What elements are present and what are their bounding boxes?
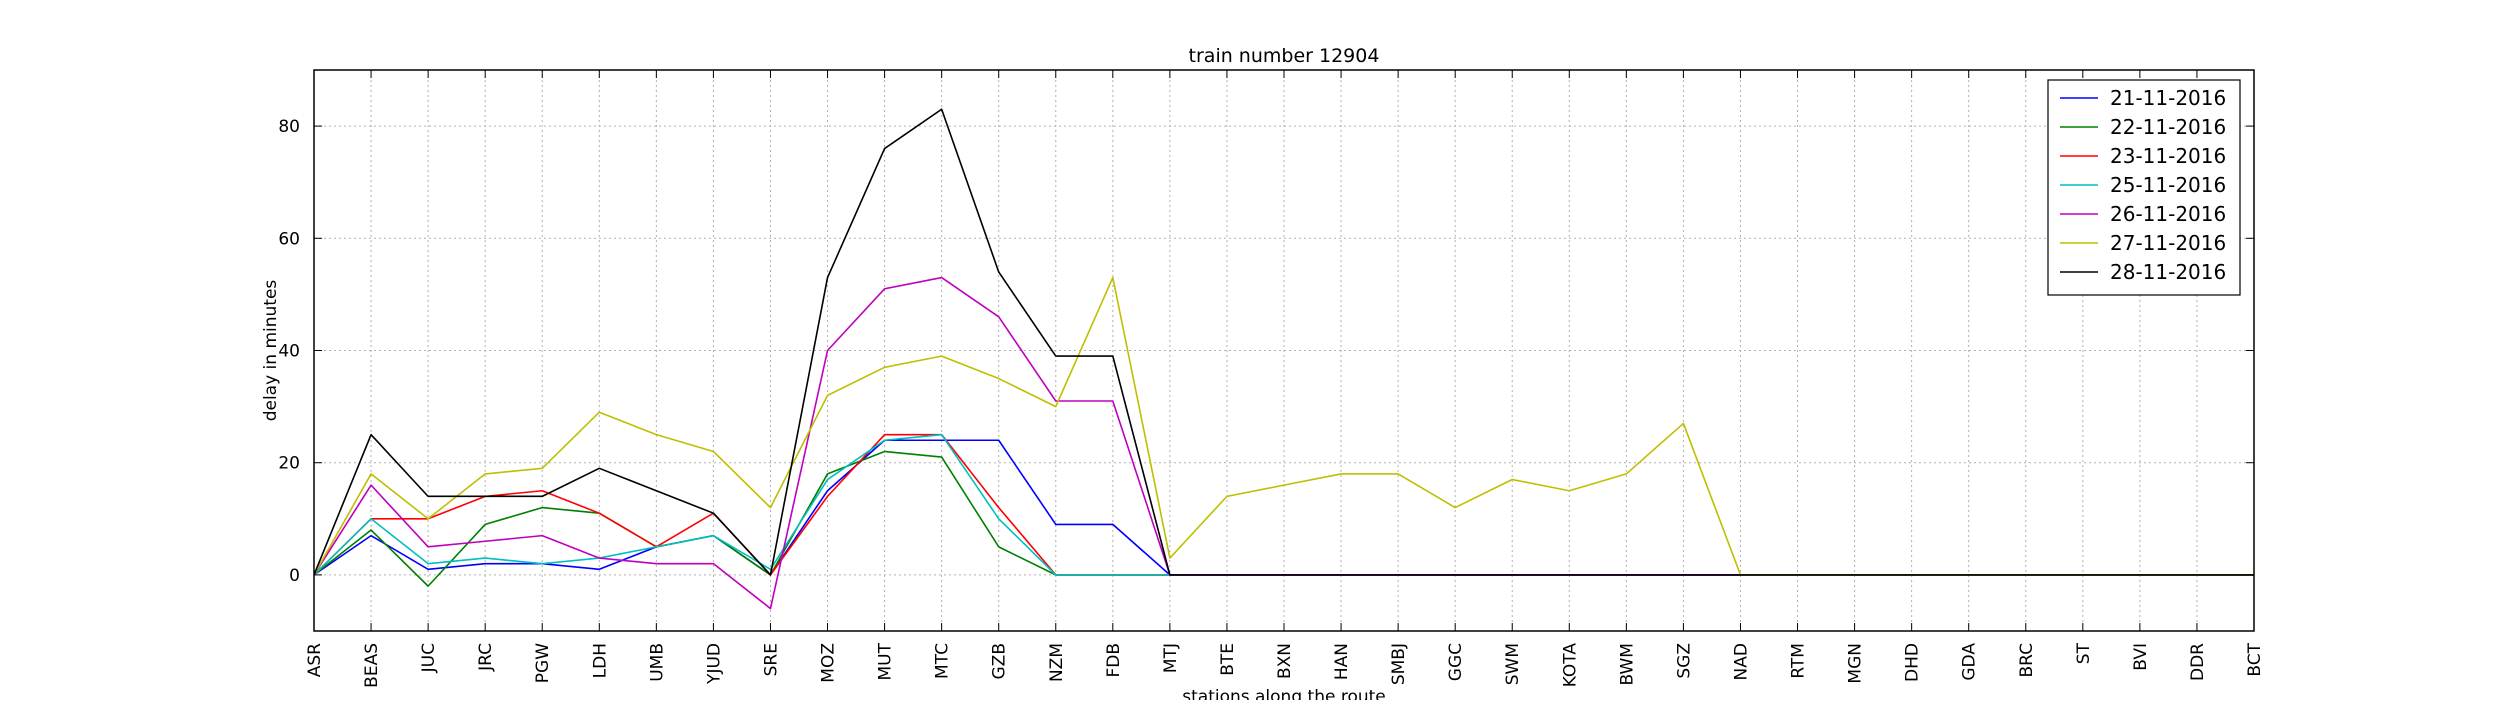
y-axis-label: delay in minutes: [261, 280, 281, 422]
x-tick-label-han: HAN: [1332, 643, 1352, 680]
x-tick-label-st: ST: [2074, 642, 2094, 664]
x-tick-label-mtj: MTJ: [1161, 643, 1181, 673]
grid-layer: [313, 70, 2255, 631]
series-layer: [313, 108, 2254, 610]
x-tick-label-dhd: DHD: [1903, 643, 1923, 682]
y-tick-labels: 0 20 40 60 80: [278, 117, 2254, 586]
x-tick-label-mgn: MGN: [1846, 643, 1866, 684]
x-axis-label: stations along the route: [1182, 687, 1386, 700]
x-tick-label-ldh: LDH: [590, 643, 610, 678]
legend-label: 25-11-2016: [2110, 173, 2226, 197]
x-tick-label-gzb: GZB: [990, 643, 1010, 679]
legend: 21-11-2016 22-11-2016 23-11-2016 25-11-2016…: [2047, 79, 2241, 296]
legend-label: 27-11-2016: [2110, 231, 2226, 255]
x-tick-label-bct: BCT: [2245, 642, 2265, 676]
x-tick-label-mtc: MTC: [933, 643, 953, 679]
x-tick-label-pgw: PGW: [533, 643, 553, 683]
legend-label: 28-11-2016: [2110, 260, 2226, 284]
x-tick-label-kota: KOTA: [1560, 643, 1580, 688]
x-tick-label-yjud: YJUD: [704, 643, 724, 685]
x-tick-label-umb: UMB: [647, 643, 667, 682]
x-tick-label-bte: BTE: [1218, 643, 1238, 676]
x-tick-label-gda: GDA: [1960, 643, 1980, 681]
x-tick-label-asr: ASR: [305, 643, 325, 677]
legend-label: 22-11-2016: [2110, 115, 2226, 139]
x-tick-label-rtm: RTM: [1789, 643, 1809, 679]
x-tick-label-sre: SRE: [761, 643, 781, 676]
legend-box: [2047, 79, 2241, 296]
series-line-28-11-2016: [313, 108, 2254, 576]
x-tick-label-moz: MOZ: [819, 643, 839, 683]
x-tick-label-ddr: DDR: [2188, 643, 2208, 681]
x-tick-label-bvi: BVI: [2131, 643, 2151, 671]
legend-label: 21-11-2016: [2110, 86, 2226, 110]
x-tick-label-swm: SWM: [1503, 643, 1523, 685]
y-tick-label: 0: [289, 566, 300, 586]
chart-title: train number 12904: [1189, 45, 1380, 67]
y-tick-label: 80: [278, 117, 300, 137]
legend-label: 26-11-2016: [2110, 202, 2226, 226]
y-tick-label: 40: [278, 342, 300, 362]
y-tick-label: 60: [278, 229, 300, 249]
x-tick-label-smbj: SMBJ: [1389, 643, 1409, 685]
y-tick-label: 20: [278, 454, 300, 474]
x-tick-label-mut: MUT: [876, 642, 896, 680]
x-tick-label-sgz: SGZ: [1674, 643, 1694, 679]
series-line-26-11-2016: [313, 276, 2254, 610]
x-tick-label-fdb: FDB: [1104, 643, 1124, 678]
x-tick-label-brc: BRC: [2017, 643, 2037, 678]
x-tick-label-ggc: GGC: [1446, 643, 1466, 681]
x-tick-label-jrc: JRC: [476, 643, 496, 672]
x-tick-label-beas: BEAS: [362, 643, 382, 688]
x-tick-label-nzm: NZM: [1047, 643, 1067, 682]
x-tick-labels: ASR BEAS JUC JRC PGW LDH UMB YJUD SRE MOZ MUT MTC GZ…: [305, 70, 2265, 688]
x-tick-label-nad: NAD: [1731, 643, 1751, 680]
x-tick-label-bxn: BXN: [1275, 643, 1295, 679]
x-tick-label-bwm: BWM: [1617, 643, 1637, 686]
x-tick-label-juc: JUC: [419, 643, 439, 673]
legend-label: 23-11-2016: [2110, 144, 2226, 168]
